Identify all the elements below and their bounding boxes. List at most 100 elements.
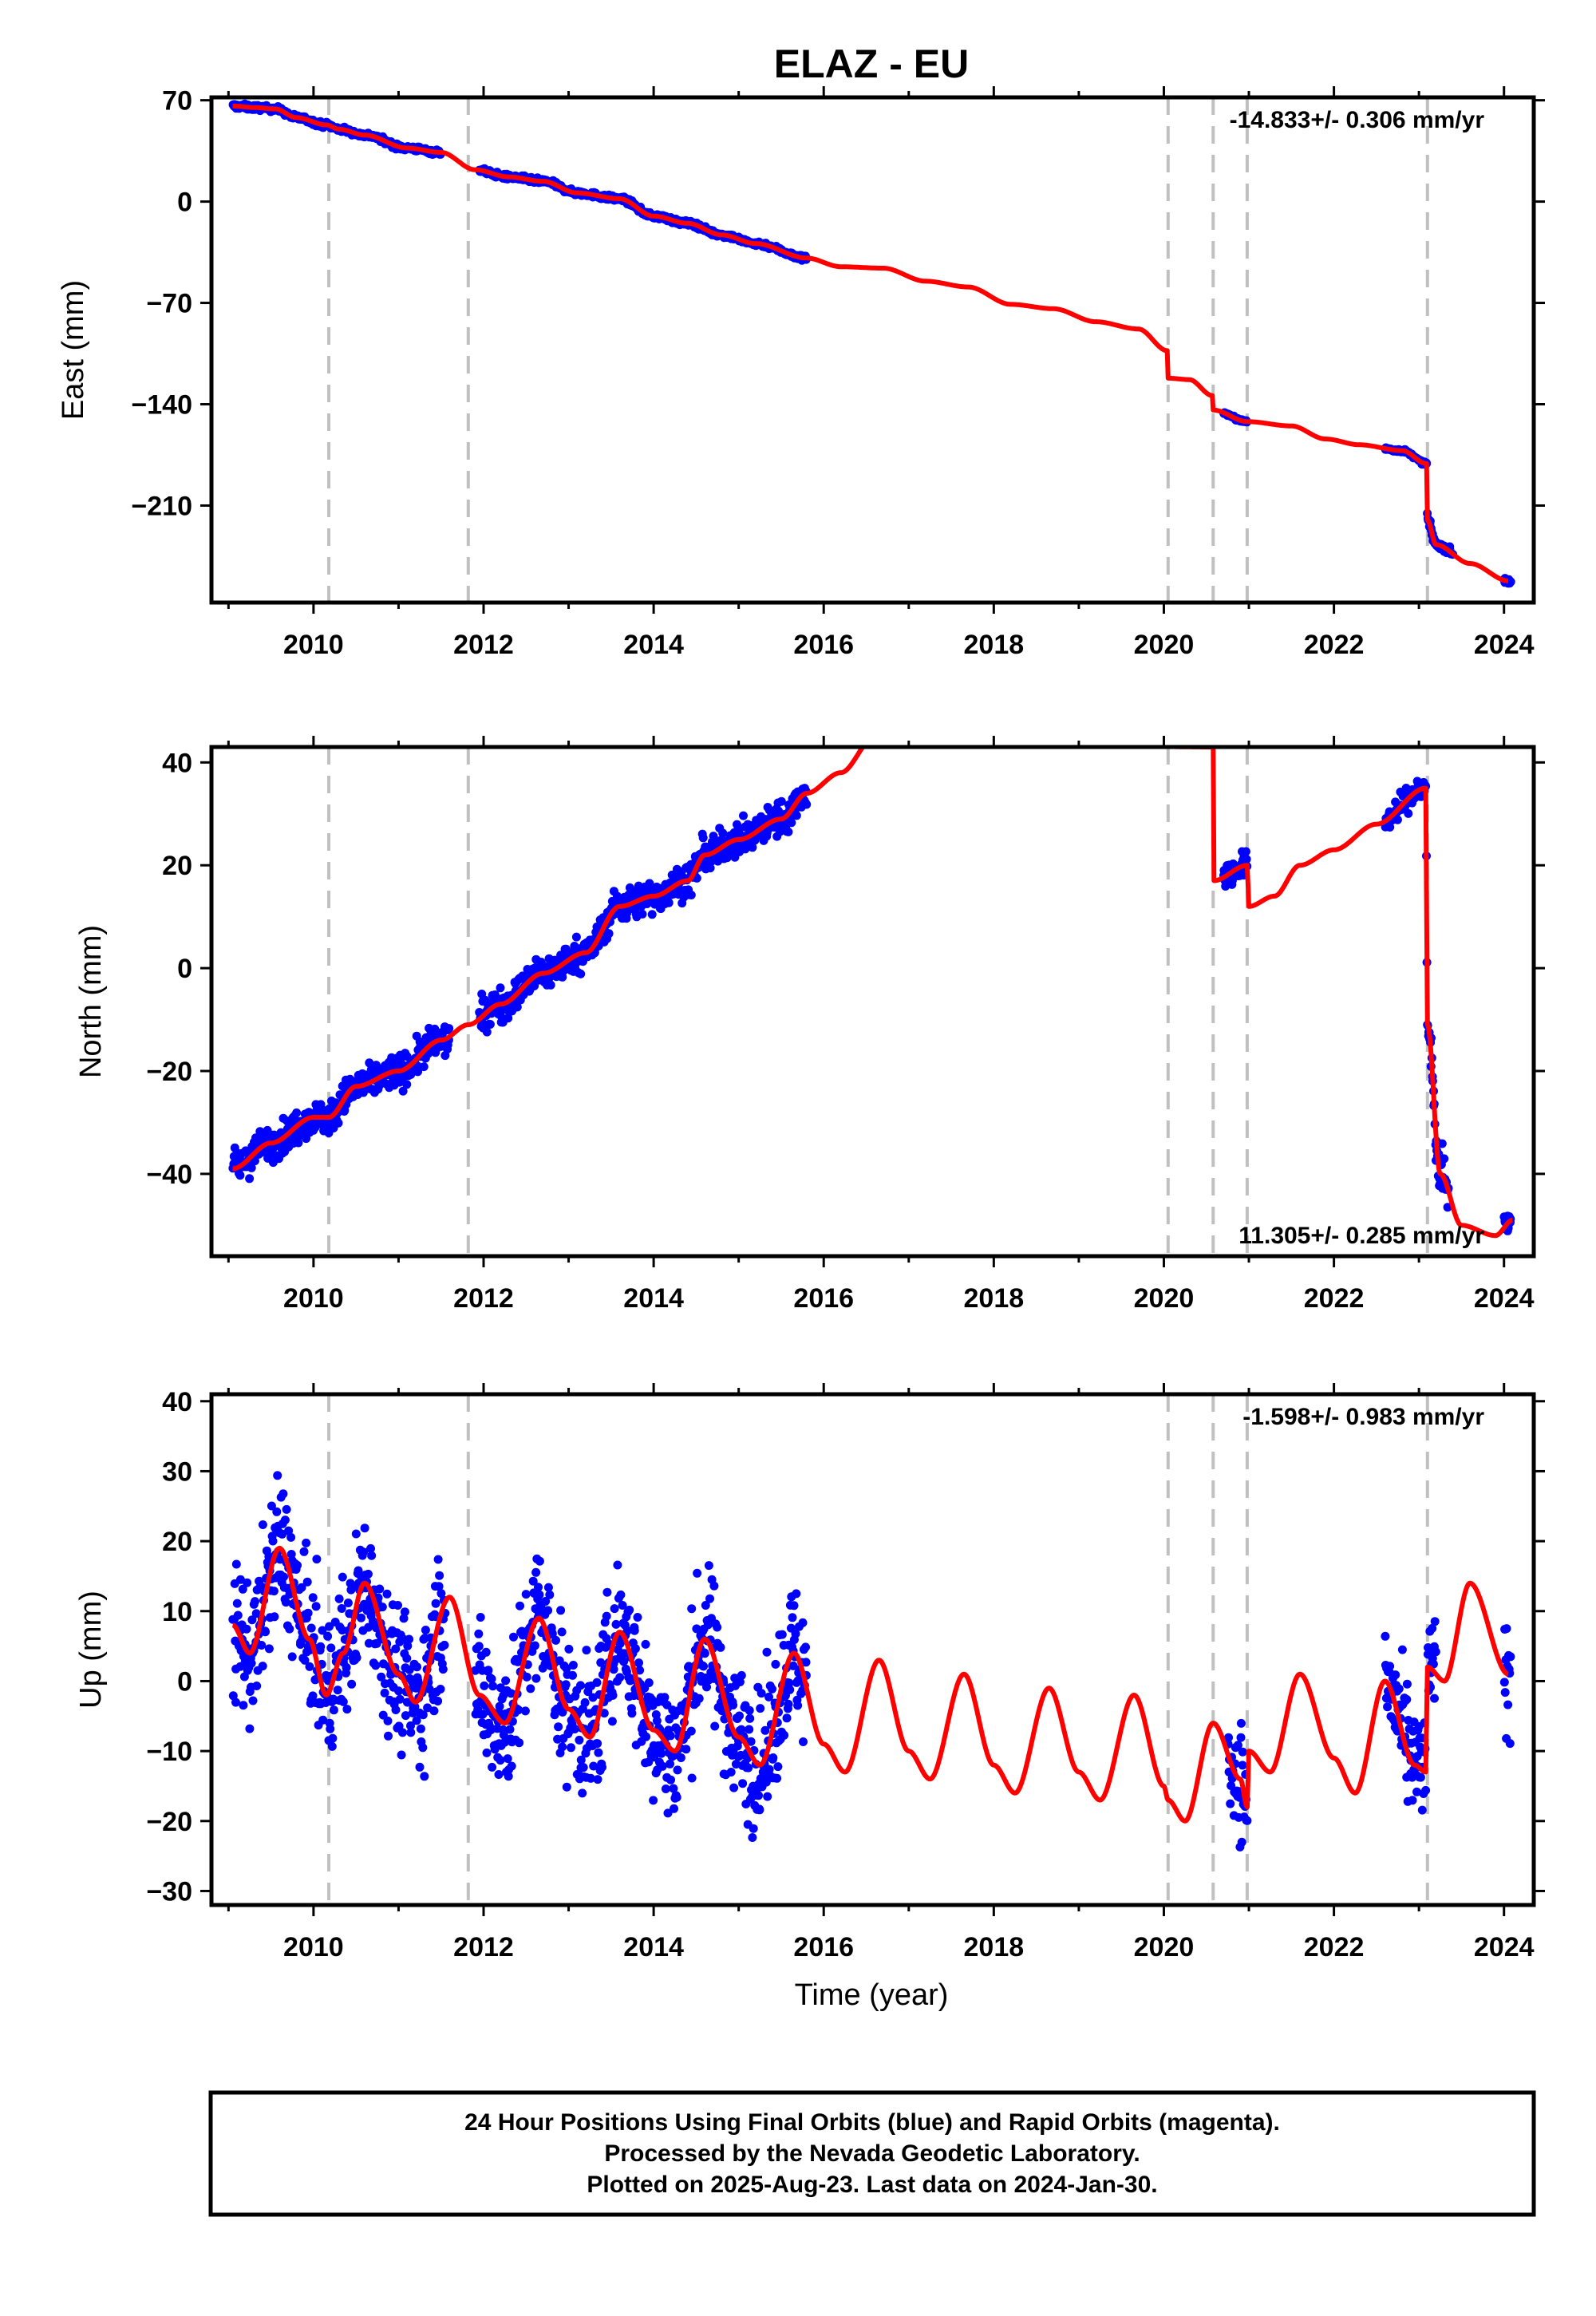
data-point [444,1024,454,1034]
x-tick-label: 2022 [1304,630,1365,660]
data-point [644,1678,654,1687]
x-tick-label: 2018 [964,1932,1025,1962]
y-tick-label: 0 [177,188,192,218]
data-point [801,1658,811,1667]
data-point [401,1711,410,1721]
data-point [284,1526,294,1535]
data-point [630,1626,639,1635]
data-point [576,1755,586,1765]
x-tick-label: 2020 [1134,1932,1195,1962]
data-point [530,1641,539,1650]
x-tick-label: 2014 [623,630,684,660]
x-tick-label: 2012 [453,630,514,660]
data-point [1226,1799,1235,1808]
data-point [780,1730,789,1740]
y-tick-label: −20 [146,1057,192,1087]
x-tick-label: 2024 [1474,630,1535,660]
data-point [342,1662,351,1672]
data-point [561,1680,571,1690]
data-point [394,1721,404,1731]
data-point [771,1659,780,1669]
data-point [515,1738,524,1748]
data-point [273,1471,282,1480]
data-point [360,1524,369,1533]
data-point [687,1773,697,1783]
data-point [745,1725,754,1734]
footer-line-2: Processed by the Nevada Geodetic Laborat… [604,2140,1140,2167]
data-point [487,1674,496,1684]
data-point [421,1626,430,1634]
data-point [326,1724,335,1733]
data-point [250,1156,259,1166]
data-point [762,1647,772,1657]
data-point [713,1622,722,1632]
data-point [669,1784,678,1793]
data-point [393,1601,402,1610]
x-tick-label: 2014 [623,1932,684,1962]
data-point [503,1754,512,1764]
data-point [768,1753,778,1762]
data-point [1237,1837,1246,1847]
data-point [280,1516,290,1525]
data-point [760,1725,770,1735]
data-point [706,857,716,866]
data-point [377,1603,387,1612]
data-point [257,1641,267,1650]
data-point [514,1705,523,1715]
data-point [666,1759,674,1769]
data-point [627,1709,637,1718]
data-point [1402,1679,1412,1689]
data-point [598,1762,606,1772]
x-tick-label: 2024 [1474,1283,1535,1314]
x-tick-label: 2016 [793,630,854,660]
y-tick-label: −70 [146,289,192,319]
data-point [543,1606,553,1615]
data-point [739,811,748,820]
data-point [312,1555,322,1564]
data-point [1505,1739,1515,1749]
y-tick-label: 0 [177,954,192,984]
plot-frame [209,745,1536,1259]
data-point [576,969,586,978]
data-point [433,1697,443,1705]
data-point [570,1725,579,1733]
data-point [615,1673,625,1682]
data-point [293,1560,302,1570]
data-point [1381,1631,1390,1641]
data-point [613,1560,622,1570]
data-point [1224,1733,1233,1742]
data-point [474,1629,484,1638]
data-point [649,1796,658,1805]
data-point [440,1640,449,1650]
data-point [346,1579,355,1588]
footer-line-3: Plotted on 2025-Aug-23. Last data on 202… [587,2172,1157,2198]
data-point [1430,1617,1440,1626]
data-point [616,1590,626,1599]
data-point [666,1731,675,1741]
data-point [746,1737,756,1746]
data-point [251,1597,259,1607]
data-point [420,1772,429,1781]
data-point [1500,1688,1510,1697]
data-point [593,1775,602,1784]
data-point [261,1627,270,1637]
data-point [1437,1139,1447,1148]
data-point [791,1629,800,1638]
x-tick-label: 2020 [1134,1283,1195,1314]
data-point [531,1567,541,1577]
data-point [557,1627,567,1637]
footer-line-1: 24 Hour Positions Using Final Orbits (bl… [464,2109,1280,2136]
data-point [306,1623,316,1633]
data-point [429,1706,439,1716]
data-point [423,1703,433,1713]
data-point [342,1705,352,1714]
data-point [478,1709,488,1719]
data-point [1502,1624,1511,1634]
data-point [398,1086,408,1096]
data-point [326,1643,336,1653]
data-point [670,1804,678,1813]
data-point [1393,815,1402,824]
data-point [647,910,657,919]
data-point [784,827,793,836]
data-point [383,1716,393,1725]
